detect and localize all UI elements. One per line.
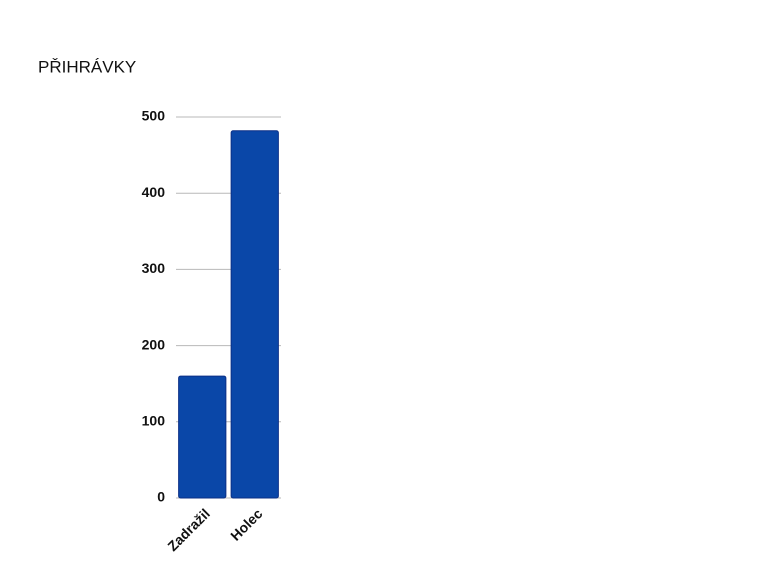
bar [178, 375, 227, 499]
chart-title: PŘIHRÁVKY [38, 57, 136, 76]
y-tick-label: 100 [142, 413, 166, 429]
x-tick-label: Holec [227, 505, 265, 543]
y-tick-label: 200 [142, 336, 166, 352]
y-tick-label: 300 [142, 260, 166, 276]
y-tick-label: 0 [157, 489, 165, 505]
y-tick-label: 400 [142, 184, 166, 200]
bar [230, 130, 279, 499]
y-tick-label: 500 [142, 108, 166, 124]
x-tick-label: Zadražil [164, 505, 213, 554]
